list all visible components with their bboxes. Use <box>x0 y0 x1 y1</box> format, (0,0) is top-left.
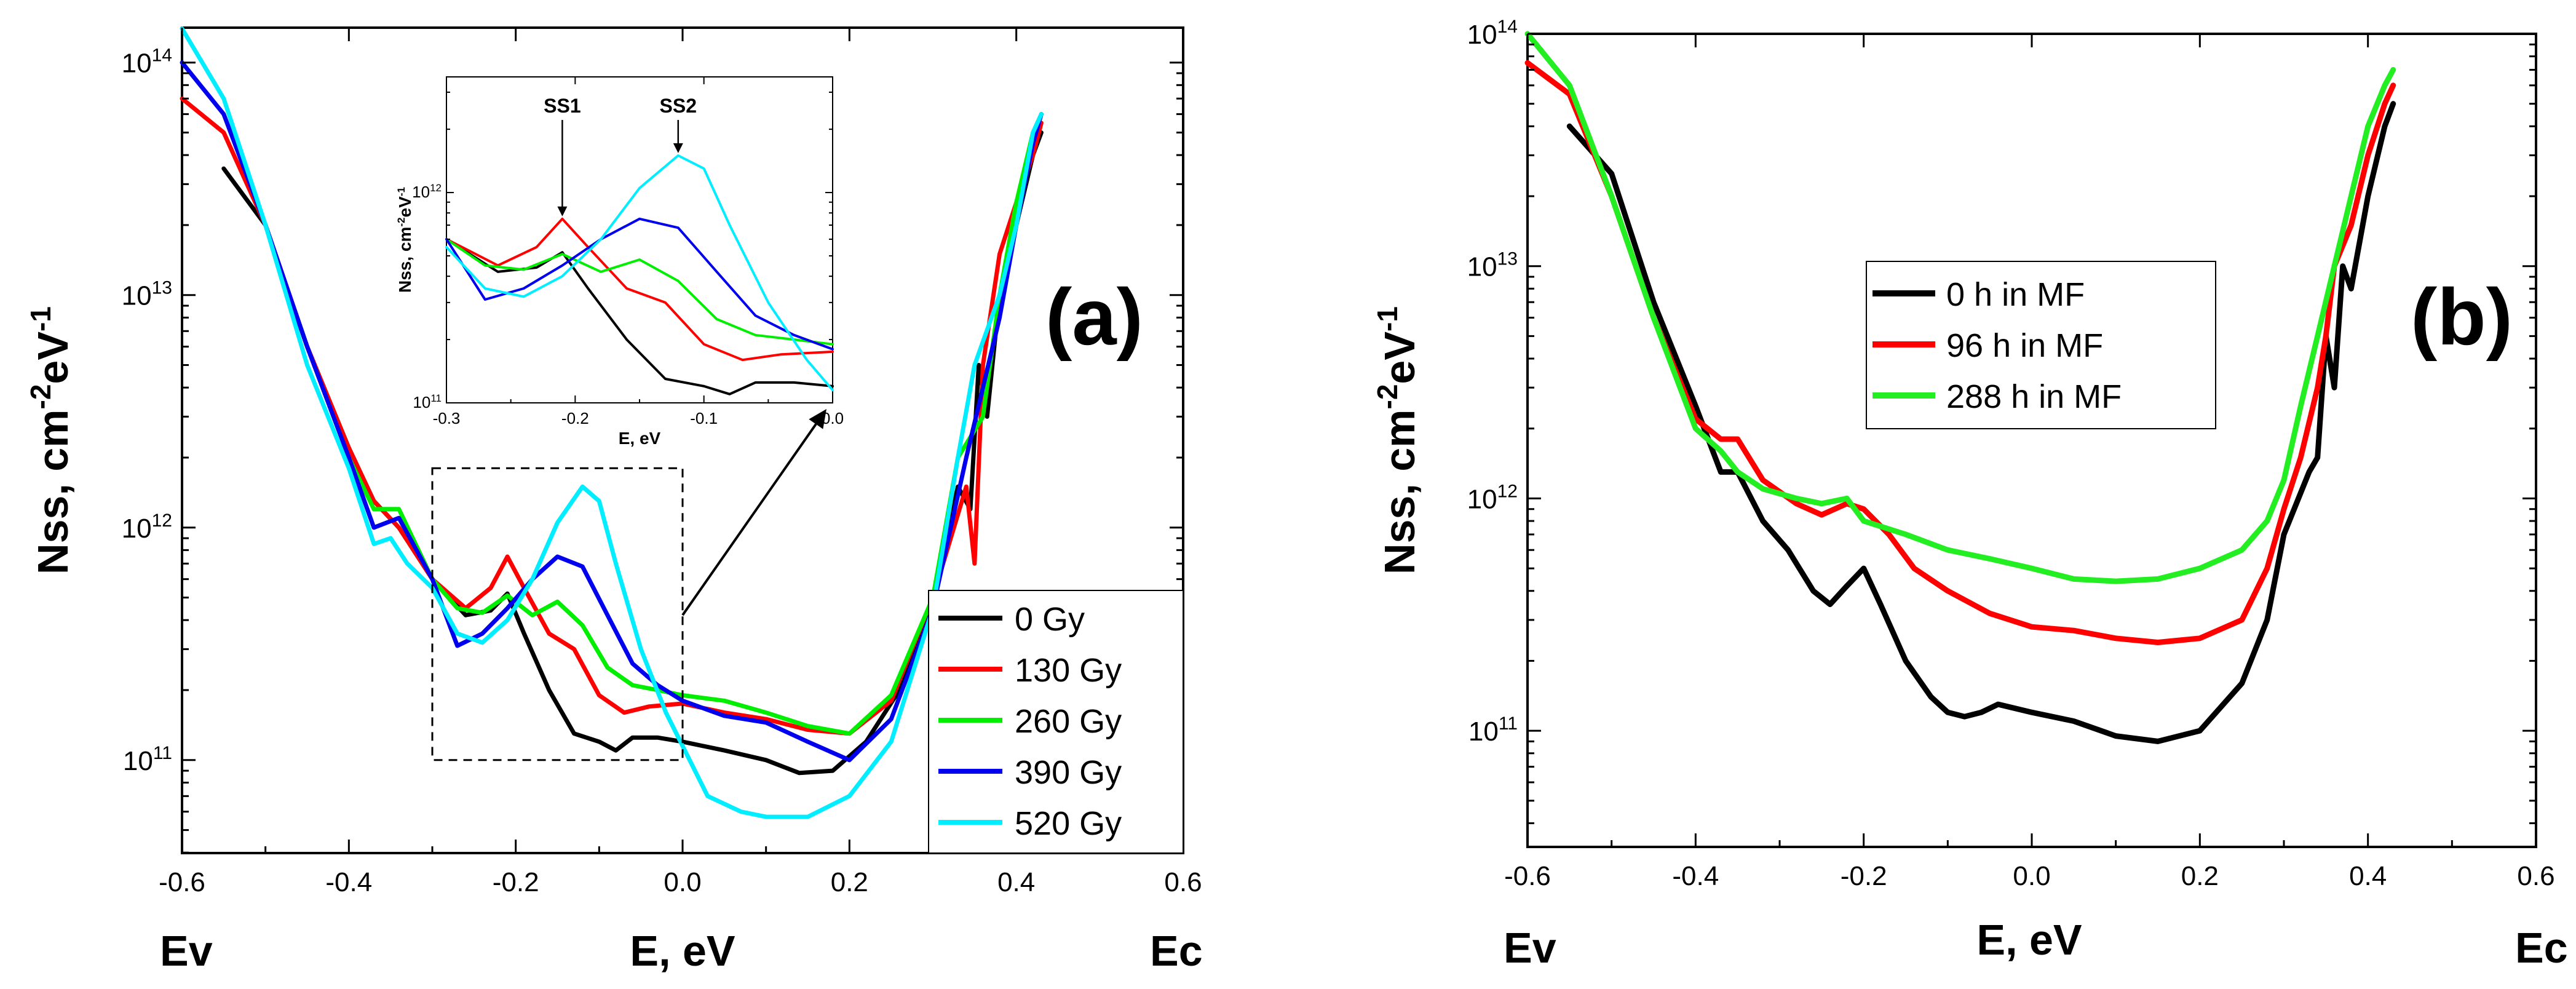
annotation-ss1: SS1 <box>544 95 581 117</box>
a-y-tick-label: 1011 <box>123 743 172 776</box>
inset-series-4 <box>445 154 834 392</box>
annotation-arrowhead-1 <box>673 143 683 153</box>
b-y-tick-label: 1014 <box>1467 17 1518 50</box>
b-x-tick-label: 0.6 <box>2517 861 2554 891</box>
b-y-tick-label: 1013 <box>1467 249 1518 282</box>
b-x-tick-label: -0.2 <box>1841 861 1887 891</box>
ec-label-b: Ec <box>2515 924 2568 972</box>
a-x-tick-label: -0.6 <box>159 867 205 897</box>
inset-plot: -0.3 -0.2 -0.1 0.0 1011 1012 E, eV Nss, cm-2e… <box>395 73 844 448</box>
x-axis-title-b: E, eV <box>1976 916 2082 964</box>
annotation-arrowhead-0 <box>557 206 568 216</box>
inset-series-2 <box>445 237 834 346</box>
ev-label-b: Ev <box>1504 924 1556 972</box>
axis-ticks-a: -0.6 -0.4 -0.2 0.0 0.2 0.4 0.6 1011 1012 1013 1014 <box>122 28 1202 897</box>
y-axis-title-a: Nss, cm-2eV-1 <box>25 306 77 574</box>
panel-label-b: (b) <box>2411 272 2513 362</box>
b-legend-label-0: 0 h in MF <box>1946 276 2085 313</box>
inset-axis-ticks: -0.3 -0.2 -0.1 0.0 1011 1012 <box>412 77 844 427</box>
inset-series-1 <box>445 217 834 362</box>
a-x-tick-label: -0.2 <box>493 867 539 897</box>
b-x-tick-label: 0.0 <box>2013 861 2050 891</box>
inset-x-tick-label: 0.0 <box>822 409 844 427</box>
a-legend-label-0: 0 Gy <box>1015 601 1085 638</box>
b-series-1 <box>1524 60 2396 645</box>
a-y-tick-label: 1012 <box>122 510 172 544</box>
b-y-tick-label: 1011 <box>1468 713 1518 747</box>
a-series-3 <box>180 60 1044 763</box>
b-x-tick-label: 0.2 <box>2181 861 2219 891</box>
inset-x-axis-title: E, eV <box>619 429 661 448</box>
b-series-2 <box>1524 31 2396 584</box>
a-series-1 <box>180 96 1044 736</box>
panel-label-a: (a) <box>1045 272 1143 362</box>
zoom-arrow <box>681 423 817 616</box>
b-y-tick-label: 1012 <box>1467 481 1518 514</box>
ec-label-a: Ec <box>1150 927 1203 975</box>
legend-a: 0 Gy 130 Gy 260 Gy 390 Gy 520 Gy <box>928 590 1184 854</box>
a-x-tick-label: 0.6 <box>1164 867 1202 897</box>
b-x-tick-label: -0.4 <box>1672 861 1719 891</box>
b-legend-label-1: 96 h in MF <box>1946 327 2103 364</box>
a-x-tick-label: 0.2 <box>831 867 868 897</box>
a-y-tick-label: 1014 <box>122 46 172 79</box>
annotation-ss2: SS2 <box>660 95 697 117</box>
panel-b: -0.6 -0.4 -0.2 0.0 0.2 0.4 0.6 1011 1012 1013 1014… <box>1371 17 2568 972</box>
y-axis-title-b: Nss, cm-2eV-1 <box>1371 306 1424 574</box>
inset-series-3 <box>445 217 834 351</box>
x-axis-title-a: E, eV <box>630 927 735 975</box>
ev-label-a: Ev <box>160 927 213 975</box>
a-legend-label-1: 130 Gy <box>1015 652 1122 689</box>
panel-a: -0.6 -0.4 -0.2 0.0 0.2 0.4 0.6 1011 1012 1013 1014… <box>25 26 1203 975</box>
a-x-tick-label: 0.4 <box>997 867 1035 897</box>
plot-area-b <box>1526 33 2537 848</box>
a-series-4 <box>180 26 1044 819</box>
inset-series-group <box>445 154 834 395</box>
inset-y-tick-label: 1011 <box>413 392 442 411</box>
legend-b: 0 h in MF 96 h in MF 288 h in MF <box>1866 261 2216 429</box>
b-legend-label-2: 288 h in MF <box>1946 378 2122 415</box>
zoom-region-box <box>431 467 684 761</box>
inset-x-tick-label: -0.1 <box>690 409 718 427</box>
inset-x-tick-label: -0.2 <box>561 409 589 427</box>
a-legend-label-3: 390 Gy <box>1015 754 1122 791</box>
inset-y-tick-label: 1012 <box>412 182 442 201</box>
a-legend-label-4: 520 Gy <box>1015 805 1122 842</box>
axis-ticks-b: -0.6 -0.4 -0.2 0.0 0.2 0.4 0.6 1011 1012 1013 1014 <box>1467 17 2555 891</box>
series-group-a <box>180 26 1044 819</box>
zoom-arrow-head <box>809 409 826 429</box>
series-group-b <box>1524 31 2396 744</box>
b-x-tick-label: -0.6 <box>1504 861 1551 891</box>
inset-annotations: SS1 SS2 <box>544 95 697 216</box>
inset-y-axis-title: Nss, cm-2eV-1 <box>395 187 414 293</box>
a-y-tick-label: 1013 <box>122 278 172 311</box>
b-x-tick-label: 0.4 <box>2349 861 2387 891</box>
a-x-tick-label: 0.0 <box>664 867 701 897</box>
a-legend-label-2: 260 Gy <box>1015 703 1122 740</box>
a-x-tick-label: -0.4 <box>325 867 372 897</box>
inset-x-tick-label: -0.3 <box>433 409 461 427</box>
